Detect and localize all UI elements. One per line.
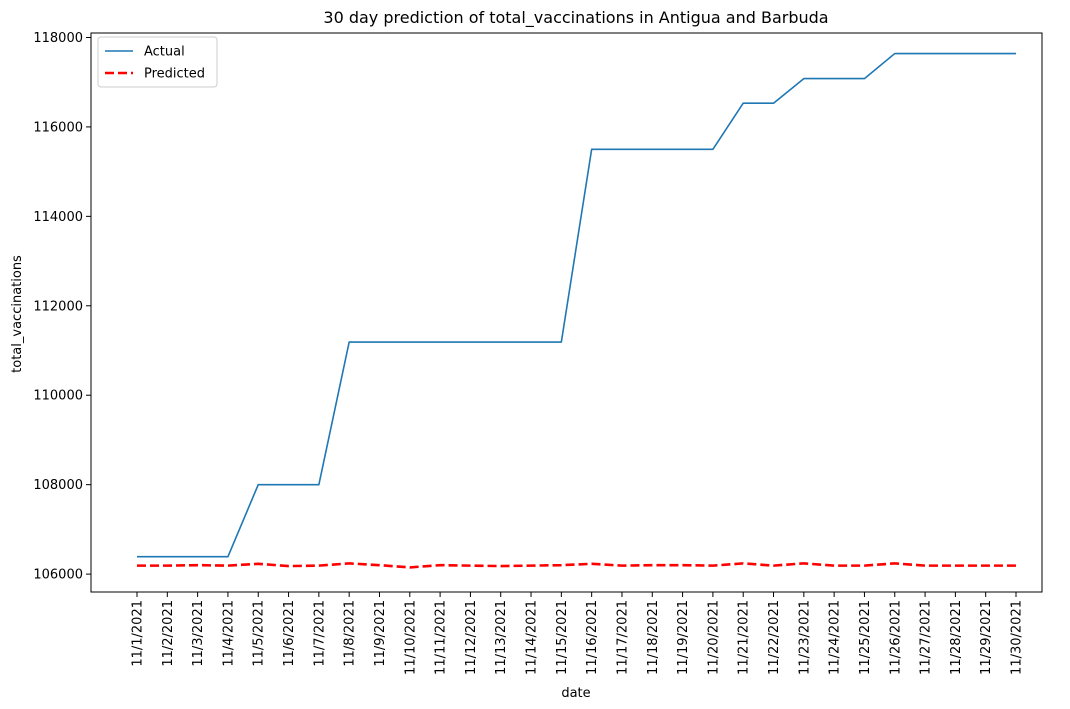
x-tick-label: 11/18/2021 [646, 600, 661, 675]
x-tick-label: 11/2/2021 [161, 600, 176, 667]
legend-label-predicted: Predicted [144, 67, 205, 82]
axes-frame [90, 32, 1043, 593]
x-tick-label: 11/4/2021 [221, 600, 236, 667]
x-tick-label: 11/6/2021 [282, 600, 297, 667]
x-tick-label: 11/13/2021 [494, 600, 509, 675]
chart-title: 30 day prediction of total_vaccinations … [323, 8, 828, 28]
y-tick-label: 118000 [33, 31, 83, 46]
y-tick-label: 110000 [33, 389, 83, 404]
x-tick-label: 11/15/2021 [555, 600, 570, 675]
x-tick-label: 11/3/2021 [191, 600, 206, 667]
x-tick-label: 11/23/2021 [797, 600, 812, 675]
x-tick-label: 11/11/2021 [434, 600, 449, 675]
x-tick-label: 11/14/2021 [525, 600, 540, 675]
y-tick-label: 108000 [33, 478, 83, 493]
x-tick-label: 11/26/2021 [888, 600, 903, 675]
x-tick-label: 11/28/2021 [949, 600, 964, 675]
x-tick-label: 11/10/2021 [403, 600, 418, 675]
y-axis-label: total_vaccinations [10, 255, 25, 373]
x-tick-label: 11/19/2021 [676, 600, 691, 675]
x-tick-label: 11/7/2021 [312, 600, 327, 667]
legend-label-actual: Actual [144, 45, 185, 60]
x-tick-label: 11/17/2021 [615, 600, 630, 675]
x-tick-label: 11/24/2021 [828, 600, 843, 675]
series-line-actual [137, 52, 1016, 558]
x-tick-label: 11/5/2021 [252, 600, 267, 667]
plot-area: 11/1/2021 11/2/2021 11/3/2021 11/4/2021 11/5… [33, 31, 1043, 675]
x-tick-label: 11/8/2021 [343, 600, 358, 667]
legend-box [97, 36, 218, 88]
x-axis-label: date [561, 686, 590, 701]
x-tick-label: 11/22/2021 [767, 600, 782, 675]
y-tick-label: 116000 [33, 120, 83, 135]
x-tick-label: 11/29/2021 [979, 600, 994, 675]
x-tick-label: 11/16/2021 [585, 600, 600, 675]
x-tick-label: 11/30/2021 [1010, 600, 1025, 675]
series-line-predicted [137, 562, 1016, 569]
x-tick-label: 11/21/2021 [737, 600, 752, 675]
x-tick-label: 11/27/2021 [919, 600, 934, 675]
x-tick-label: 11/12/2021 [464, 600, 479, 675]
y-tick-label: 112000 [33, 299, 83, 314]
x-tick-label: 11/9/2021 [373, 600, 388, 667]
y-tick-label: 114000 [33, 210, 83, 225]
y-tick-label: 106000 [33, 568, 83, 583]
x-tick-label: 11/25/2021 [858, 600, 873, 675]
x-tick-label: 11/1/2021 [131, 600, 146, 667]
x-tick-label: 11/20/2021 [706, 600, 721, 675]
